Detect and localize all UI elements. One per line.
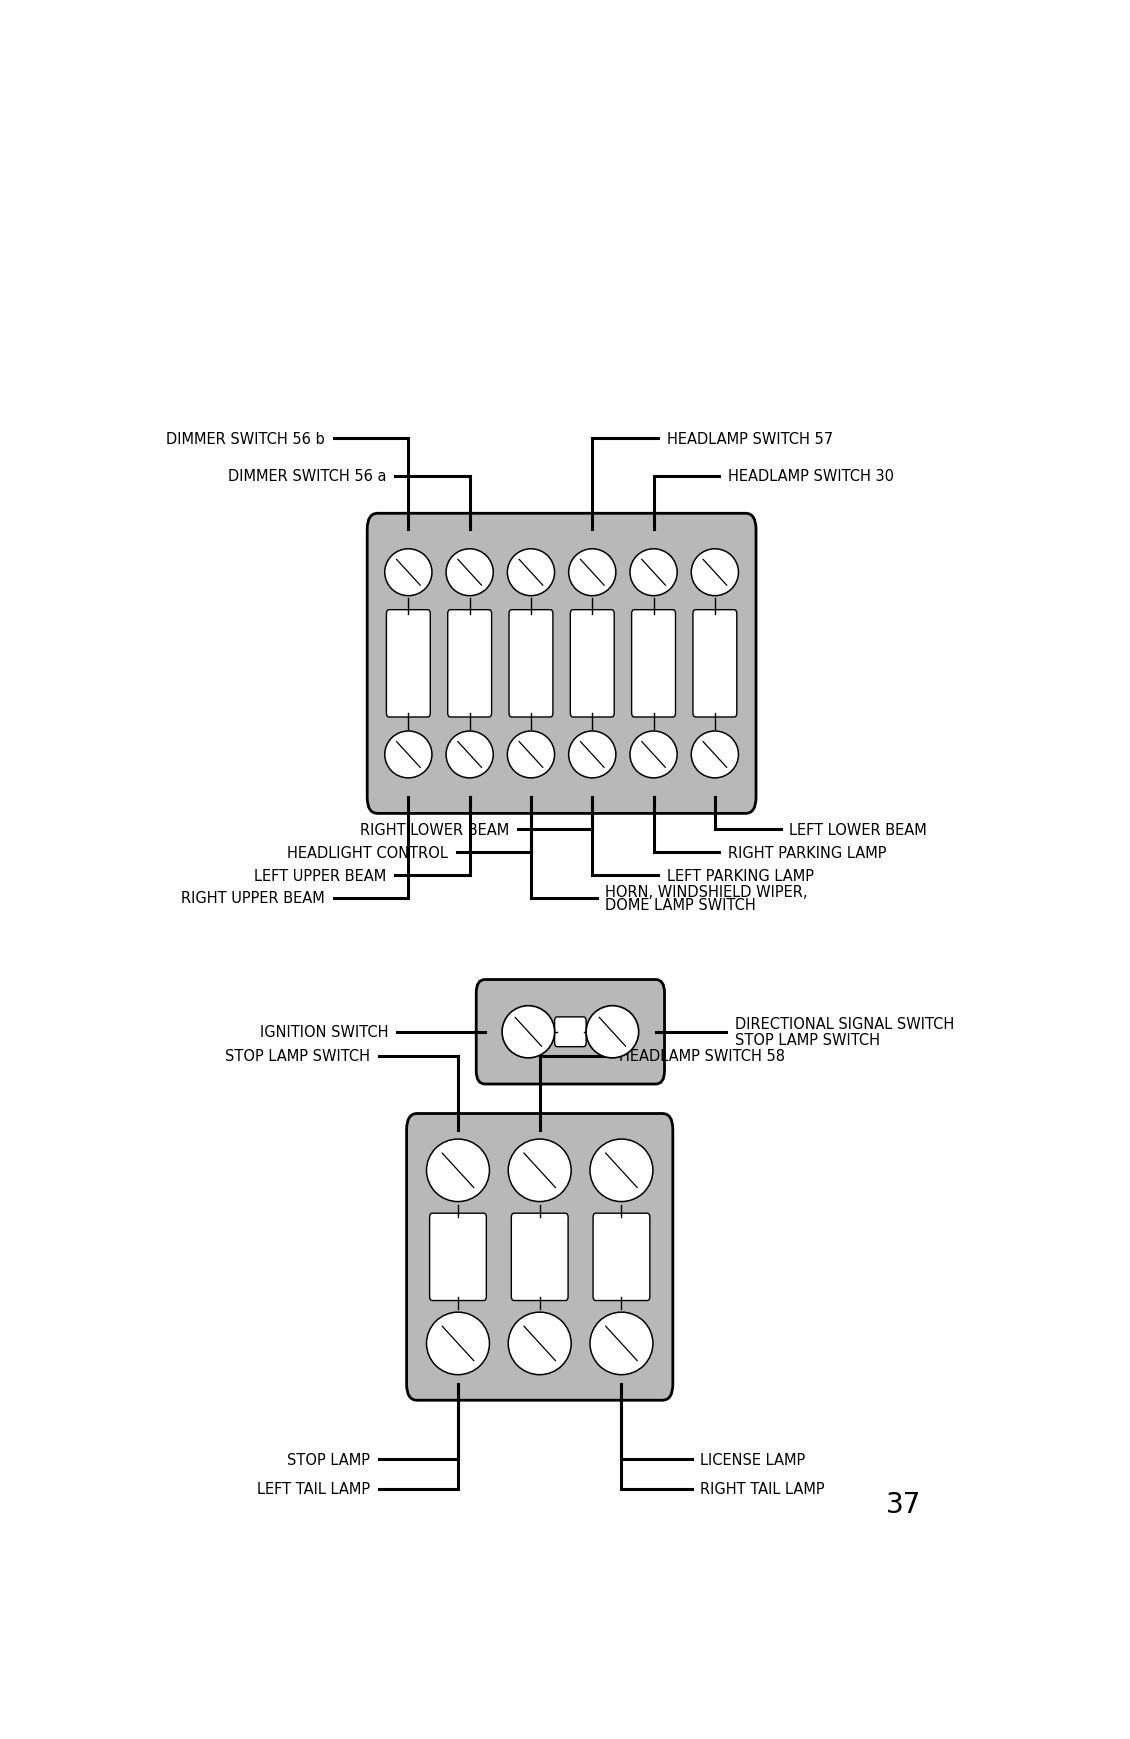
- Text: HEADLAMP SWITCH 57: HEADLAMP SWITCH 57: [667, 431, 833, 447]
- FancyBboxPatch shape: [512, 1214, 568, 1301]
- Text: HEADLIGHT CONTROL: HEADLIGHT CONTROL: [287, 845, 447, 861]
- Ellipse shape: [629, 550, 677, 596]
- Text: HEADLAMP SWITCH 30: HEADLAMP SWITCH 30: [728, 470, 894, 483]
- Ellipse shape: [426, 1313, 489, 1376]
- Ellipse shape: [590, 1313, 653, 1376]
- Text: 37: 37: [886, 1490, 921, 1518]
- Text: LEFT LOWER BEAM: LEFT LOWER BEAM: [789, 823, 927, 838]
- Text: STOP LAMP: STOP LAMP: [287, 1452, 371, 1466]
- Ellipse shape: [384, 732, 432, 779]
- FancyBboxPatch shape: [693, 610, 737, 718]
- Text: DIRECTIONAL SIGNAL SWITCH: DIRECTIONAL SIGNAL SWITCH: [734, 1017, 954, 1031]
- Text: RIGHT PARKING LAMP: RIGHT PARKING LAMP: [728, 845, 887, 861]
- Text: HEADLAMP SWITCH 58: HEADLAMP SWITCH 58: [618, 1049, 784, 1064]
- Text: DIMMER SWITCH 56 b: DIMMER SWITCH 56 b: [166, 431, 325, 447]
- Text: LEFT PARKING LAMP: LEFT PARKING LAMP: [667, 868, 814, 883]
- Ellipse shape: [446, 732, 494, 779]
- Text: STOP LAMP SWITCH: STOP LAMP SWITCH: [225, 1049, 371, 1064]
- FancyBboxPatch shape: [476, 981, 664, 1085]
- Text: IGNITION SWITCH: IGNITION SWITCH: [260, 1024, 389, 1040]
- Text: STOP LAMP SWITCH: STOP LAMP SWITCH: [734, 1033, 879, 1047]
- Ellipse shape: [692, 550, 739, 596]
- Ellipse shape: [590, 1139, 653, 1202]
- FancyBboxPatch shape: [447, 610, 492, 718]
- FancyBboxPatch shape: [367, 515, 756, 814]
- Ellipse shape: [629, 732, 677, 779]
- Text: LEFT UPPER BEAM: LEFT UPPER BEAM: [254, 868, 386, 883]
- Ellipse shape: [568, 550, 616, 596]
- Ellipse shape: [446, 550, 494, 596]
- Ellipse shape: [508, 1139, 571, 1202]
- Ellipse shape: [508, 1313, 571, 1376]
- Ellipse shape: [507, 550, 555, 596]
- FancyBboxPatch shape: [508, 610, 553, 718]
- FancyBboxPatch shape: [429, 1214, 486, 1301]
- Ellipse shape: [692, 732, 739, 779]
- Text: HORN, WINDSHIELD WIPER,: HORN, WINDSHIELD WIPER,: [606, 883, 808, 899]
- Text: RIGHT LOWER BEAM: RIGHT LOWER BEAM: [359, 823, 508, 838]
- Ellipse shape: [586, 1007, 638, 1059]
- Ellipse shape: [426, 1139, 489, 1202]
- Ellipse shape: [568, 732, 616, 779]
- Ellipse shape: [384, 550, 432, 596]
- Text: RIGHT UPPER BEAM: RIGHT UPPER BEAM: [182, 890, 325, 906]
- FancyBboxPatch shape: [555, 1017, 586, 1047]
- FancyBboxPatch shape: [571, 610, 615, 718]
- Text: DOME LAMP SWITCH: DOME LAMP SWITCH: [606, 897, 756, 913]
- FancyBboxPatch shape: [407, 1115, 672, 1400]
- Text: LEFT TAIL LAMP: LEFT TAIL LAMP: [258, 1482, 371, 1496]
- FancyBboxPatch shape: [386, 610, 431, 718]
- Ellipse shape: [502, 1007, 555, 1059]
- Ellipse shape: [507, 732, 555, 779]
- FancyBboxPatch shape: [593, 1214, 650, 1301]
- FancyBboxPatch shape: [632, 610, 676, 718]
- Text: LICENSE LAMP: LICENSE LAMP: [701, 1452, 806, 1466]
- Text: DIMMER SWITCH 56 a: DIMMER SWITCH 56 a: [228, 470, 386, 483]
- Text: RIGHT TAIL LAMP: RIGHT TAIL LAMP: [701, 1482, 825, 1496]
